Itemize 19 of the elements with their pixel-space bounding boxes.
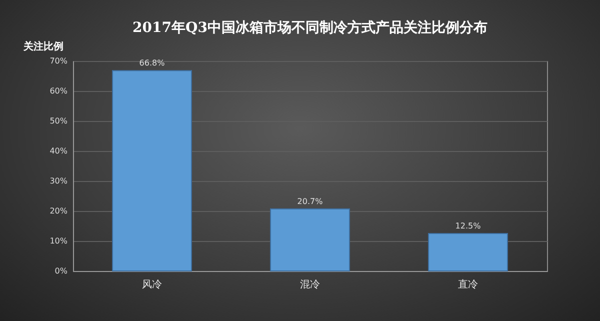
y-tick-label: 10%	[50, 236, 68, 246]
bar	[270, 208, 350, 272]
y-tick-label: 30%	[50, 176, 68, 186]
y-tick-label: 70%	[50, 56, 68, 66]
y-tick-label: 50%	[50, 116, 68, 126]
data-label: 66.8%	[139, 58, 166, 68]
chart-title: 2017年Q3中国冰箱市场不同制冷方式产品关注比例分布	[132, 19, 488, 36]
y-axis-title: 关注比例	[22, 40, 64, 52]
x-tick-label: 直冷	[458, 278, 478, 290]
x-tick-label: 风冷	[142, 278, 162, 290]
x-tick-label: 混冷	[300, 278, 320, 290]
data-label: 20.7%	[297, 196, 324, 206]
y-tick-label: 20%	[50, 206, 68, 216]
y-tick-label: 40%	[50, 146, 68, 156]
bar	[112, 70, 192, 272]
y-tick-label: 0%	[54, 266, 68, 276]
bar	[428, 233, 508, 272]
data-label: 12.5%	[455, 222, 482, 230]
y-tick-label: 60%	[50, 86, 68, 96]
